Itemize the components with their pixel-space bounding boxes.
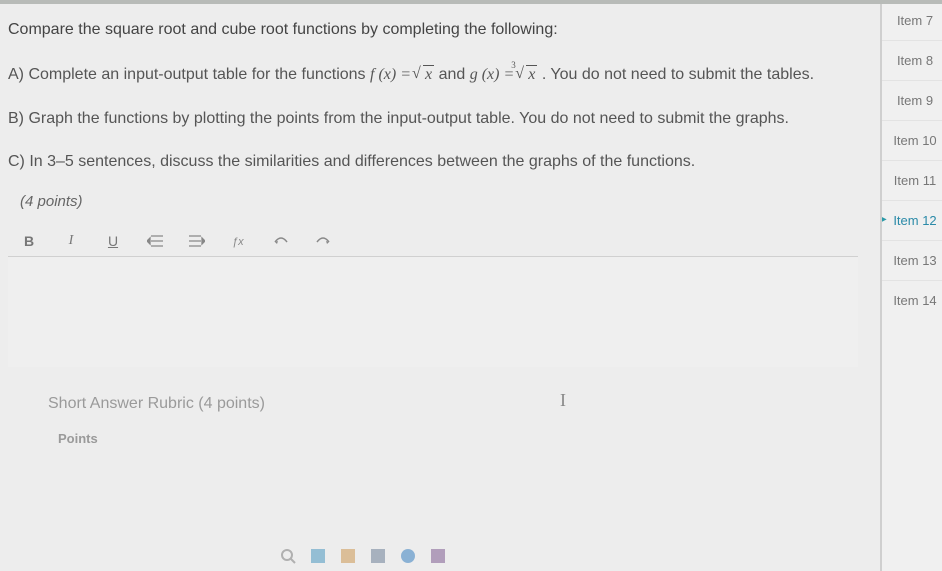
part-a-mid: and <box>439 66 470 83</box>
nav-item-11[interactable]: Item 11 <box>882 160 942 200</box>
nav-item-12[interactable]: Item 12 <box>882 200 942 240</box>
part-a: A) Complete an input-output table for th… <box>8 62 858 88</box>
taskbar-icons <box>280 548 446 569</box>
app-icon-5[interactable] <box>430 548 446 569</box>
editor-toolbar: B I U ƒx <box>8 226 858 257</box>
app-icon-1[interactable] <box>310 548 326 569</box>
rubric-points-header: Points <box>58 431 858 446</box>
bold-button[interactable]: B <box>20 232 38 250</box>
question-stem: Compare the square root and cube root fu… <box>8 18 858 42</box>
underline-button[interactable]: U <box>104 232 122 250</box>
text-cursor-icon: I <box>560 390 566 411</box>
nav-item-7[interactable]: Item 7 <box>882 0 942 40</box>
app-icon-4[interactable] <box>400 548 416 569</box>
cuberoot-x: 3x <box>518 62 537 88</box>
italic-button[interactable]: I <box>62 232 80 250</box>
nav-item-10[interactable]: Item 10 <box>882 120 942 160</box>
nav-item-13[interactable]: Item 13 <box>882 240 942 280</box>
undo-button[interactable] <box>272 232 290 250</box>
nav-item-14[interactable]: Item 14 <box>882 280 942 320</box>
points-label: (4 points) <box>20 193 858 210</box>
nav-item-8[interactable]: Item 8 <box>882 40 942 80</box>
f-of-x: f (x) = <box>370 66 415 83</box>
part-a-suffix: . You do not need to submit the tables. <box>542 66 814 83</box>
sqrt-x: x <box>415 62 434 88</box>
redo-button[interactable] <box>314 232 332 250</box>
indent-button[interactable] <box>188 232 206 250</box>
search-icon[interactable] <box>280 548 296 569</box>
item-nav-sidebar: Item 7Item 8Item 9Item 10Item 11Item 12I… <box>880 0 942 571</box>
question-panel: Compare the square root and cube root fu… <box>0 0 880 571</box>
top-border <box>0 0 942 4</box>
equation-button[interactable]: ƒx <box>230 232 248 250</box>
app-icon-2[interactable] <box>340 548 356 569</box>
answer-textarea[interactable] <box>8 257 858 367</box>
rubric-title: Short Answer Rubric (4 points) <box>48 395 858 413</box>
part-c: C) In 3–5 sentences, discuss the similar… <box>8 149 858 175</box>
part-b: B) Graph the functions by plotting the p… <box>8 106 858 132</box>
nav-item-9[interactable]: Item 9 <box>882 80 942 120</box>
app-icon-3[interactable] <box>370 548 386 569</box>
svg-text:ƒx: ƒx <box>232 236 244 248</box>
part-a-prefix: A) Complete an input-output table for th… <box>8 66 370 83</box>
outdent-button[interactable] <box>146 232 164 250</box>
